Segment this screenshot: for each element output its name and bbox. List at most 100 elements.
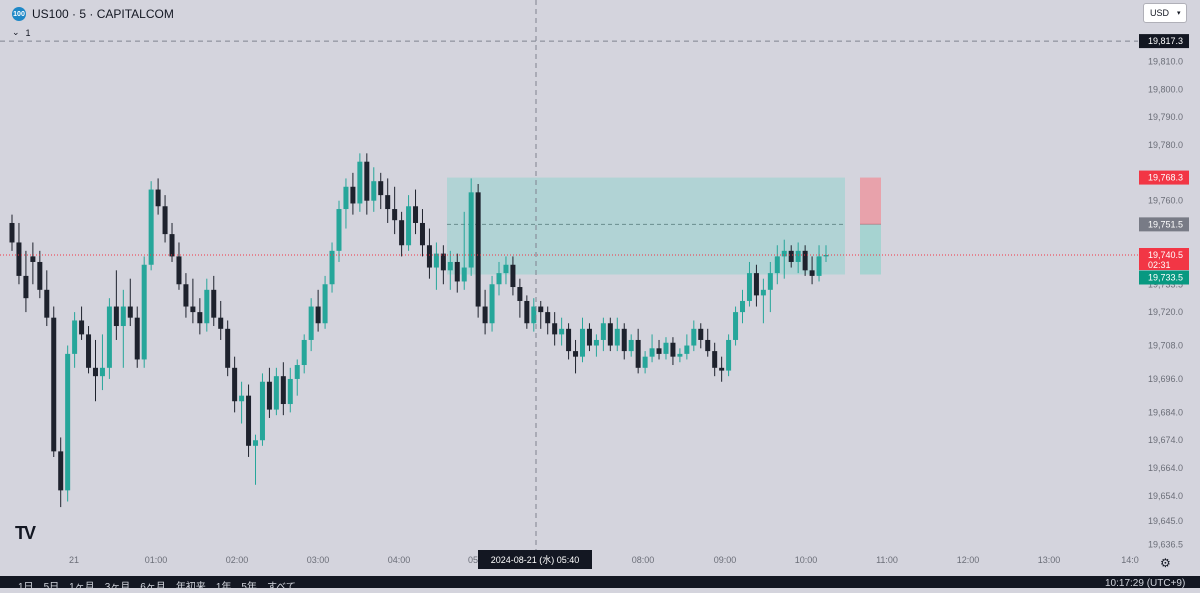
candle: [649, 348, 655, 357]
candle: [280, 376, 286, 405]
range-button[interactable]: 1年: [215, 582, 232, 593]
bottom-toolbar: [0, 576, 1200, 588]
candle: [573, 351, 579, 357]
range-button[interactable]: 3ヶ月: [104, 582, 131, 593]
candle: [795, 250, 801, 262]
candle: [593, 339, 599, 346]
range-button[interactable]: 1日: [18, 582, 34, 593]
candle: [301, 339, 307, 366]
x-tick-label: 14:0: [1121, 555, 1139, 565]
position-zone[interactable]: [447, 177, 845, 275]
candle: [92, 367, 98, 377]
candle: [753, 273, 759, 296]
range-button[interactable]: 5年: [241, 582, 257, 593]
candle: [774, 256, 780, 274]
candle: [552, 323, 558, 335]
candle: [336, 209, 342, 251]
candle: [566, 328, 572, 352]
chevron-down-icon[interactable]: ⌄: [12, 27, 20, 37]
candle: [524, 300, 530, 324]
candle: [322, 284, 328, 324]
candle: [663, 342, 669, 354]
symbol-header[interactable]: 100 US100 · 5 · CAPITALCOM: [12, 6, 174, 22]
candle: [510, 264, 516, 288]
candle: [489, 284, 495, 324]
x-tick-label: 08:00: [632, 555, 655, 565]
candle: [113, 306, 119, 327]
range-button[interactable]: 年初来: [175, 582, 206, 593]
candle: [406, 206, 412, 246]
range-button[interactable]: 1ヶ月: [69, 582, 95, 593]
entry-tag: [1139, 217, 1189, 232]
symbol-title[interactable]: US100 · 5 · CAPITALCOM: [32, 7, 174, 21]
candle: [788, 250, 794, 262]
candle: [23, 275, 29, 299]
candle: [259, 381, 265, 441]
candle: [162, 206, 168, 235]
range-button[interactable]: 5日: [43, 582, 60, 593]
candle: [106, 306, 112, 368]
candle: [65, 353, 71, 491]
candle: [621, 328, 627, 352]
candle: [246, 395, 252, 446]
x-tick-label: 10:00: [795, 555, 818, 565]
candle: [141, 264, 147, 360]
x-tick-label: 02:00: [226, 555, 249, 565]
candle: [37, 261, 43, 290]
candle: [538, 306, 544, 313]
candle: [232, 367, 238, 402]
candle: [120, 306, 126, 327]
y-tick-label: 19,674.0: [1148, 435, 1183, 445]
candle: [176, 256, 182, 285]
candle: [134, 317, 140, 360]
candle: [197, 312, 203, 324]
candle: [413, 206, 419, 223]
candle: [517, 287, 523, 301]
price-chart[interactable]: 19,810.0 19,800.0 19,790.0 19,780.0 19,760.0…: [0, 0, 1200, 576]
settings-icon[interactable]: ⚙: [1160, 556, 1171, 570]
bar-countdown-label: 02:31: [1148, 260, 1171, 270]
x-tick-label: 09:00: [714, 555, 737, 565]
candle: [600, 323, 606, 340]
crosshair-time-badge: [478, 550, 592, 569]
candle: [691, 328, 697, 346]
range-button[interactable]: 6ヶ月: [140, 582, 166, 593]
chart-background: [0, 0, 1200, 576]
candle: [44, 289, 50, 318]
y-tick-label: 19,780.0: [1148, 140, 1183, 150]
candle: [531, 306, 537, 324]
stop-loss-zone[interactable]: [860, 177, 881, 225]
currency-label: USD: [1150, 8, 1170, 18]
y-tick-label: 19,760.0: [1148, 196, 1183, 206]
stop-loss-price-label: 19,768.3: [1148, 173, 1183, 183]
candle: [816, 256, 822, 276]
range-buttons: 1日 5日 1ヶ月 3ヶ月 6ヶ月 年初来 1年 5年 すべて: [18, 578, 296, 593]
y-tick-label: 19,664.0: [1148, 463, 1183, 473]
candle: [670, 342, 676, 357]
candle: [287, 378, 293, 405]
y-tick-label: 19,790.0: [1148, 112, 1183, 122]
x-tick-label: 12:00: [957, 555, 980, 565]
x-tick-label: 11:00: [876, 555, 898, 565]
candle: [496, 273, 502, 285]
candle: [385, 195, 391, 210]
timezone-label[interactable]: 10:17:29 (UTC+9): [1105, 578, 1186, 589]
candle: [225, 328, 231, 368]
x-tick-label: 01:00: [145, 555, 168, 565]
range-button[interactable]: すべて: [266, 582, 296, 593]
take-profit-zone[interactable]: [860, 224, 881, 275]
candle: [357, 161, 363, 204]
candle: [378, 181, 384, 196]
tradingview-logo-icon[interactable]: TV: [15, 523, 36, 543]
candle: [51, 317, 57, 452]
y-tick-label: 19,645.0: [1148, 516, 1183, 526]
candle: [399, 220, 405, 246]
candle: [58, 451, 64, 491]
y-tick-label: 19,636.5: [1148, 540, 1183, 550]
indicator-row[interactable]: ⌄ 1: [12, 27, 31, 38]
candle: [218, 317, 224, 329]
currency-select[interactable]: USD ▾: [1143, 3, 1187, 23]
candle: [733, 312, 739, 340]
candle: [79, 320, 85, 335]
candle: [628, 339, 634, 352]
